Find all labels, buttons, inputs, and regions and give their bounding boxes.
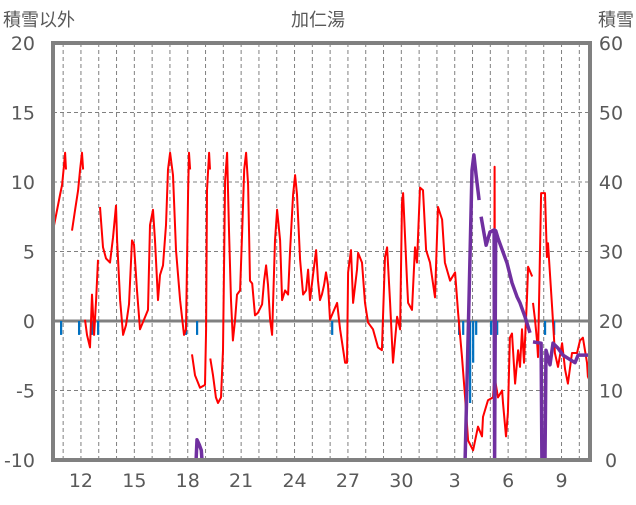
left-axis-title: 積雪以外 [3,10,75,31]
x-tick-label: 6 [502,470,514,492]
precipitation-bar [331,321,334,335]
right-y-tick-label: 20 [599,311,623,333]
precipitation-bar [490,321,493,335]
x-tick-label: 12 [69,470,93,492]
precipitation-bar [90,321,94,335]
temperature-line [99,151,192,336]
temperature-line [71,151,85,231]
left-y-tick-label: -5 [16,381,35,403]
temperature-line [191,151,211,389]
snow_depth-line [479,216,532,462]
precipitation-bar [469,321,472,404]
left-y-tick-label: 10 [11,172,35,194]
left-y-tick-label: -10 [4,450,35,472]
x-tick-label: 24 [282,470,306,492]
left-y-tick-label: 20 [11,33,35,55]
temperature-line [84,259,99,349]
chart-title: 加仁湯 [291,10,345,31]
right-y-tick-label: 10 [599,381,623,403]
left-y-tick-label: 0 [23,311,35,333]
x-tick-label: 21 [229,470,253,492]
line-series [52,151,592,462]
left-y-tick-label: 15 [11,103,35,125]
x-tick-label: 9 [555,470,567,492]
temperature-line [532,192,592,385]
left-y-tick-label: 5 [23,242,35,264]
temperature-line [209,151,534,452]
right-y-tick-label: 40 [599,172,623,194]
axis-labels: -10 -5 0 5 10 15 20 0 10 20 30 40 50 60 12 15 18 21 24 27 30… [4,33,623,492]
precipitation-bar [543,321,547,335]
right-y-tick-label: 50 [599,103,623,125]
precipitation-bar [60,321,63,335]
right-y-tick-label: 0 [605,450,617,472]
x-tick-label: 3 [449,470,461,492]
plot-frame [51,41,592,462]
x-tick-label: 30 [389,470,413,492]
precipitation-bar [462,321,465,335]
precipitation-bar [195,321,199,335]
x-tick-label: 27 [336,470,360,492]
right-axis-title: 積雪 [598,10,634,31]
x-tick-label: 18 [176,470,200,492]
precipitation-bar [475,321,478,335]
precipitation-bar [97,321,100,335]
precipitation-bar [496,321,499,335]
snow_depth-line [532,340,590,462]
x-tick-label: 15 [122,470,146,492]
precipitation-bar [77,321,81,335]
precipitation-bar [472,321,475,363]
right-y-tick-label: 60 [599,33,623,55]
temperature-line [52,151,67,231]
right-y-tick-label: 30 [599,242,623,264]
